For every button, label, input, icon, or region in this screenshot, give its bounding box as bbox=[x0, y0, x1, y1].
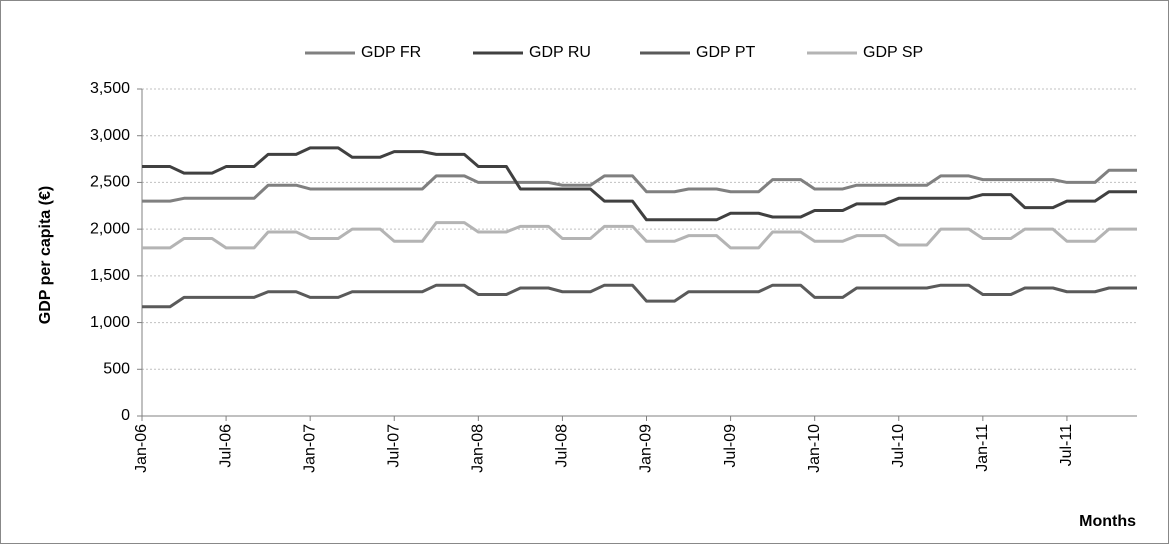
legend-label: GDP FR bbox=[361, 44, 421, 61]
x-tick-label: Jan-10 bbox=[806, 424, 823, 473]
y-tick-label: 500 bbox=[103, 361, 130, 378]
x-tick-label: Jan-08 bbox=[470, 424, 487, 473]
x-tick-label: Jul-08 bbox=[554, 424, 571, 468]
y-tick-label: 2,500 bbox=[90, 174, 130, 191]
x-tick-label: Jan-09 bbox=[638, 424, 655, 473]
y-axis-label: GDP per capita (€) bbox=[37, 186, 54, 324]
x-tick-label: Jan-06 bbox=[133, 424, 150, 473]
x-tick-label: Jan-07 bbox=[301, 424, 318, 473]
x-tick-label: Jul-06 bbox=[217, 424, 234, 468]
y-tick-label: 0 bbox=[121, 407, 130, 424]
legend-label: GDP SP bbox=[863, 44, 923, 61]
x-tick-label: Jul-09 bbox=[722, 424, 739, 468]
y-tick-label: 1,500 bbox=[90, 267, 130, 284]
legend-label: GDP PT bbox=[696, 44, 756, 61]
legend-label: GDP RU bbox=[529, 44, 591, 61]
x-tick-label: Jul-11 bbox=[1058, 424, 1075, 466]
series-line bbox=[142, 146, 1137, 222]
y-tick-label: 3,000 bbox=[90, 127, 130, 144]
x-axis-label: Months bbox=[1079, 513, 1136, 530]
y-tick-label: 2,000 bbox=[90, 220, 130, 237]
series-line bbox=[142, 168, 1137, 203]
series-line bbox=[142, 283, 1137, 309]
y-tick-label: 1,000 bbox=[90, 314, 130, 331]
x-tick-label: Jul-07 bbox=[385, 424, 402, 468]
x-tick-label: Jan-11 bbox=[974, 424, 991, 472]
series-line bbox=[142, 221, 1137, 250]
y-tick-label: 3,500 bbox=[90, 80, 130, 97]
x-tick-label: Jul-10 bbox=[890, 424, 907, 468]
